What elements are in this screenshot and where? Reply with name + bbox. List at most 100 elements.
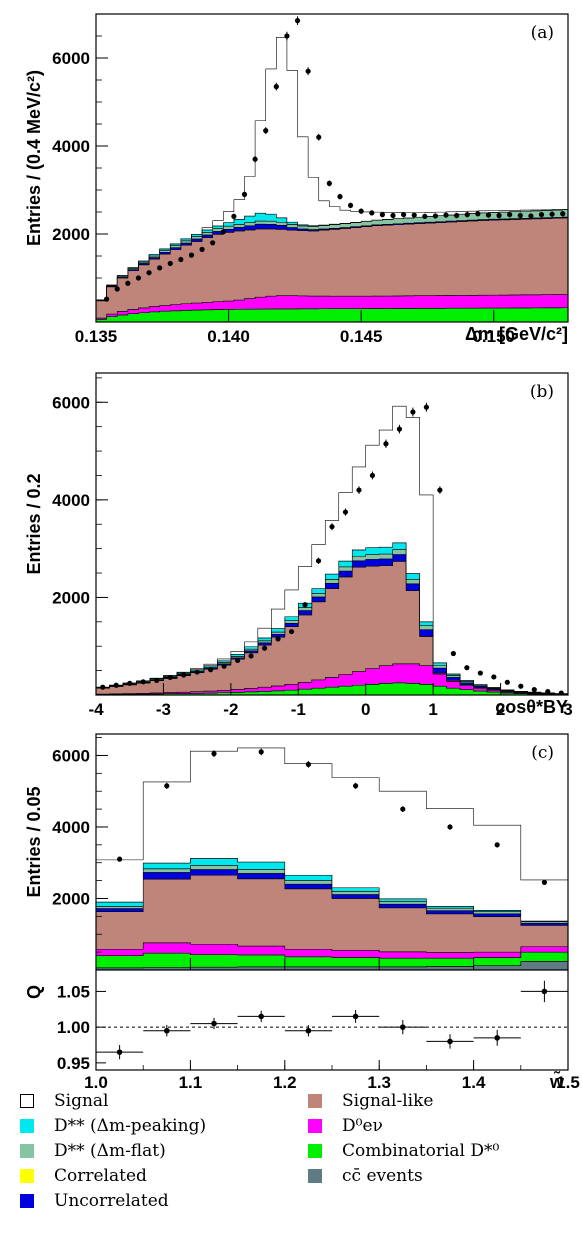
data-point [475, 211, 481, 217]
ratio-point [400, 1024, 406, 1030]
data-point [164, 783, 170, 789]
ratio-point [305, 1027, 312, 1034]
data-point [305, 761, 311, 767]
x-tick-label: 1.5 [556, 1073, 580, 1090]
stack-layer [96, 747, 568, 970]
data-point [507, 212, 513, 218]
data-point [211, 751, 217, 757]
data-point [261, 645, 268, 651]
data-point [443, 212, 449, 218]
panel-1: 2000 4000 6000 -4 -3 -2 -1 0 1 2 3 Entries / 0.2 cos… [24, 372, 573, 719]
data-point [423, 404, 429, 410]
data-point [194, 669, 200, 675]
data-point [454, 212, 460, 219]
data-point [504, 679, 510, 685]
x-tick-label: -3 [156, 700, 171, 719]
y-tick-label: 6000 [52, 393, 90, 412]
data-point [450, 650, 456, 657]
data-point [400, 806, 406, 812]
panel-ratio: 0.95 1.00 1.05 1.0 1.1 1.2 1.3 1.4 1.5 Qw̃ [24, 969, 580, 1090]
y-tick-label: 2000 [52, 588, 90, 607]
ratio-point [116, 1049, 123, 1055]
data-point [528, 213, 534, 219]
data-point [326, 180, 332, 186]
legend-label: cc̄ events [342, 1166, 423, 1186]
data-point [315, 558, 322, 564]
data-point [545, 688, 551, 695]
data-point [541, 879, 548, 885]
data-point [316, 134, 322, 140]
panel-tag: (a) [531, 23, 554, 43]
figure: 2000 4000 6000 0.135 0.140 0.145 0.150 Entries … [24, 13, 580, 1090]
data-point [125, 280, 131, 286]
x-axis-label: w̃ [549, 1070, 565, 1090]
data-point [284, 33, 290, 39]
data-point [477, 670, 483, 676]
legend-entry: Signal [20, 1089, 109, 1113]
data-point [379, 212, 385, 218]
legend-swatch [20, 1119, 34, 1133]
stack-layer [96, 16, 568, 322]
y-tick-label: 2000 [52, 889, 90, 908]
data-point [154, 677, 160, 683]
data-point [275, 636, 281, 642]
legend-swatch [308, 1094, 322, 1108]
x-tick-label: 2 [496, 700, 505, 719]
data-point [294, 18, 301, 24]
data-point [337, 194, 343, 200]
legend-swatch [308, 1169, 322, 1183]
data-point [252, 156, 258, 162]
data-point [342, 509, 349, 515]
data-point [273, 84, 279, 90]
x-tick-label: 1.2 [273, 1073, 297, 1090]
series-7 [96, 747, 568, 922]
data-point [369, 472, 376, 479]
data-point [288, 628, 295, 635]
legend-swatch [20, 1194, 34, 1208]
data-point [390, 212, 396, 219]
legend-entry: Signal-like [308, 1089, 433, 1113]
data-point [263, 128, 269, 134]
legend: Signal Signal-like D** (Δm-peaking) D⁰eν D**… [20, 1089, 580, 1254]
y-tick-label: 4000 [52, 491, 90, 510]
data-point [410, 409, 416, 415]
x-tick-label: 1 [428, 700, 437, 719]
legend-swatch [20, 1144, 34, 1158]
legend-entry: D** (Δm-flat) [20, 1139, 166, 1163]
x-tick-label: -1 [291, 700, 306, 719]
data-point [181, 672, 187, 678]
legend-label: D** (Δm-flat) [54, 1141, 166, 1161]
panel-2: 2000 4000 6000 Entries / 0.05 (c) [24, 733, 569, 971]
y-tick-label: 4000 [52, 137, 90, 156]
data-point [356, 487, 362, 493]
data-point [302, 602, 308, 608]
legend-entry: Combinatorial D*⁰ [308, 1139, 499, 1163]
plot-frame [95, 372, 569, 696]
data-point [305, 68, 311, 74]
y-axis-label: Entries / 0.05 [24, 786, 44, 897]
legend-label: D** (Δm-peaking) [54, 1116, 207, 1136]
data-point [411, 212, 417, 218]
ratio-y-label: Q [24, 985, 44, 999]
data-point [369, 210, 375, 216]
x-tick-label: 1.0 [84, 1073, 108, 1090]
data-point [496, 212, 502, 219]
data-point [210, 240, 216, 246]
data-point [353, 783, 359, 789]
legend-label: Signal-like [342, 1091, 434, 1111]
ratio-point [352, 1013, 359, 1020]
data-point [113, 682, 119, 688]
ratio-point [164, 1027, 170, 1034]
ratio-point [494, 1035, 501, 1041]
panel-tag: (b) [530, 382, 554, 402]
data-point [188, 252, 195, 258]
data-point [231, 213, 237, 219]
data-point [221, 663, 227, 669]
data-point [167, 260, 173, 267]
x-tick-label: 0.135 [75, 327, 118, 346]
data-point [248, 653, 254, 659]
legend-label: D⁰eν [342, 1116, 383, 1136]
x-tick-label: 1.1 [179, 1073, 203, 1090]
legend-entry: D⁰eν [308, 1114, 383, 1138]
y-axis-label: Entries / (0.4 MeV/c²) [24, 70, 44, 246]
